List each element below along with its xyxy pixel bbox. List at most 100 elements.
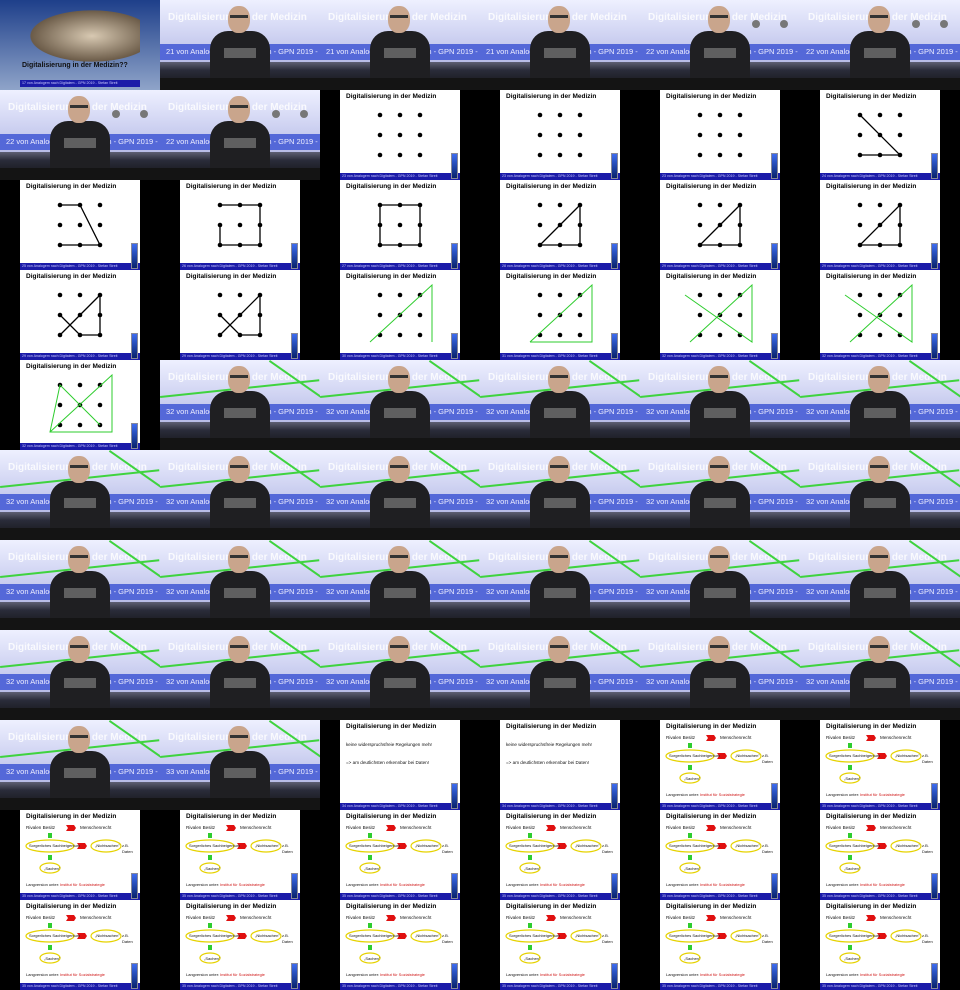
speaker-head xyxy=(388,456,410,483)
frame-thumbnail[interactable]: Digitalisierung in der Medizin 23 von Ana… xyxy=(640,90,800,180)
frame-thumbnail[interactable]: Digitalisierung in der Medizin?? 17 von A… xyxy=(0,0,160,90)
frame-thumbnail[interactable]: Digitalisierung in der Medizin 29 von Ana… xyxy=(0,270,160,360)
label-sachbeigentum: Sorgerliches Sachbeigentum xyxy=(829,753,881,758)
speaker-head xyxy=(548,636,570,663)
slide-graphic xyxy=(697,112,743,158)
slide-footer: 35 von Analogem nach Digitalem - GPN 201… xyxy=(500,983,620,990)
frame-thumbnail[interactable]: Digitalisierung in der Medizin 29 von Ana… xyxy=(800,180,960,270)
green-arrow xyxy=(208,833,212,838)
frame-thumbnail[interactable]: Digitalisierung in der Medizin 27 von Ana… xyxy=(320,180,480,270)
usb-drive-icon xyxy=(131,243,138,269)
frame-thumbnail[interactable]: Digitalisierung in der Medizin Rivalen Be… xyxy=(800,810,960,900)
frame-thumbnail[interactable]: Digitalisierung in der Medizin 29 von Ana… xyxy=(160,270,320,360)
label-zb: z.B. xyxy=(442,843,449,848)
frame-thumbnail[interactable]: Digitalisierung in der Medizin Rivalen Be… xyxy=(800,900,960,990)
green-arrow xyxy=(528,945,532,950)
label-sachbeigentum: Sorgerliches Sachbeigentum xyxy=(829,933,881,938)
grid-dot xyxy=(737,132,743,138)
shirt-print xyxy=(384,48,416,58)
frame-thumbnail[interactable]: Digitalisierung in der Medizin 29 von Ana… xyxy=(640,180,800,270)
slide-graphic xyxy=(49,373,113,433)
ellipse-sachen xyxy=(679,952,701,964)
frame-thumbnail[interactable]: Digitalisierung in der Medizin keine wide… xyxy=(480,720,640,810)
frame-thumbnail[interactable]: Digitalisierung in der Medizin 30 von Ana… xyxy=(320,270,480,360)
frame-thumbnail[interactable]: Digitalisierung in der Medizin Rivalen Be… xyxy=(480,900,640,990)
frame-thumbnail[interactable]: Digitalisierung in der Medizin Rivalen Be… xyxy=(0,810,160,900)
frame-thumbnail[interactable]: Digitalisierung in der Medizin Rivalen Be… xyxy=(640,900,800,990)
green-arrow xyxy=(208,855,212,860)
frame-thumbnail[interactable]: Digitalisierung in der Medizin 25 von Ana… xyxy=(0,180,160,270)
frame-thumbnail[interactable]: Digitalisierung in der Medizin Rivalen Be… xyxy=(640,720,800,810)
frame-thumbnail[interactable]: Digitalisierung in der Medizin Rivalen Be… xyxy=(160,900,320,990)
frame-thumbnail[interactable]: Digitalisierung in der Medizin Rivalen Be… xyxy=(640,810,800,900)
label-daten: Daten xyxy=(122,939,133,944)
label-rivalen: Rivalen Besitz xyxy=(666,825,696,830)
label-daten: Daten xyxy=(442,849,453,854)
slide-page: Digitalisierung in der Medizin 28 von Ana… xyxy=(500,180,620,270)
frame-thumbnail[interactable]: Digitalisierung in der Medizin Rivalen Be… xyxy=(320,900,480,990)
label-rivalen: Rivalen Besitz xyxy=(26,915,56,920)
label-menschenrecht: Menschenrecht xyxy=(80,915,112,920)
frame-thumbnail[interactable]: Digitalisierung in der Medizin Rivalen Be… xyxy=(480,810,640,900)
shirt-print xyxy=(544,678,576,688)
puzzle-line xyxy=(219,204,261,246)
green-arrow xyxy=(368,833,372,838)
grid-dot xyxy=(697,132,703,138)
frame-thumbnail[interactable]: Digitalisierung in der Medizin 23 von Ana… xyxy=(480,90,640,180)
label-langversion: Langversion unter: xyxy=(346,882,380,887)
grid-dot xyxy=(697,292,703,298)
frame-thumbnail[interactable]: Digitalisierung in der Medizin 24 von Ana… xyxy=(800,90,960,180)
frame-thumbnail[interactable]: Digitalisierung in der Medizin Rivalen Be… xyxy=(0,900,160,990)
frame-thumbnail[interactable]: Digitalisierung in der Medizin 28 von Ana… xyxy=(480,180,640,270)
frame-thumbnail[interactable]: Digitalisierung in der Medizin keine wide… xyxy=(320,720,480,810)
frame-thumbnail[interactable]: Digitalisierung in der Medizin 26 von Ana… xyxy=(160,180,320,270)
slide-page: Digitalisierung in der Medizin 23 von Ana… xyxy=(500,90,620,180)
speaker-head xyxy=(548,546,570,573)
frame-thumbnail[interactable]: Digitalisierung in der Medizin Rivalen Be… xyxy=(800,720,960,810)
frame-thumbnail[interactable]: Digitalisierung in der Medizin 31 von Ana… xyxy=(480,270,640,360)
grid-dot xyxy=(557,332,563,338)
slide-title: Digitalisierung in der Medizin xyxy=(826,183,917,190)
red-arrow xyxy=(386,915,396,921)
puzzle-line xyxy=(859,114,902,156)
glasses xyxy=(390,645,408,648)
frame-thumbnail[interactable]: Digitalisierung in der Medizin Rivalen Be… xyxy=(320,810,480,900)
frame-thumbnail[interactable]: Digitalisierung in der Medizin 23 von Ana… xyxy=(320,90,480,180)
frame-thumbnail[interactable]: Digitalisierung in der Medizin Rivalen Be… xyxy=(160,810,320,900)
